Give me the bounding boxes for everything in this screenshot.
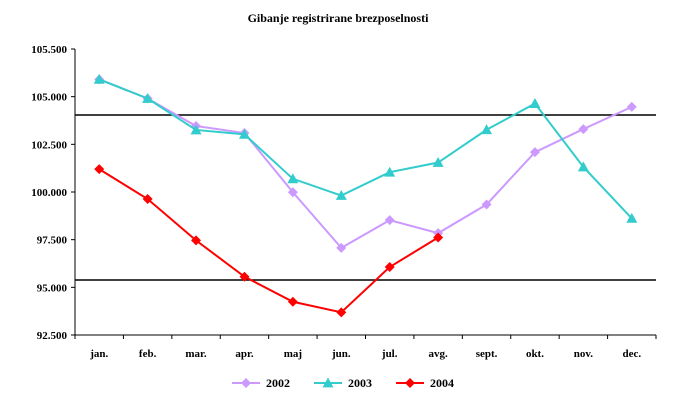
y-axis: 105.500 105.000 102.500 100.000 97.500 95.000… bbox=[31, 44, 76, 342]
legend-marker bbox=[322, 377, 334, 388]
data-point bbox=[191, 235, 202, 246]
data-point bbox=[481, 124, 493, 135]
y-tick-label: 100.000 bbox=[31, 187, 67, 199]
legend-marker bbox=[241, 378, 251, 388]
data-point bbox=[142, 93, 154, 103]
legend-marker bbox=[405, 378, 415, 388]
legend: 2002 2003 2004 bbox=[232, 376, 454, 390]
data-point bbox=[142, 194, 153, 205]
data-point bbox=[578, 124, 589, 135]
chart-title: Gibanje registrirane brezposelnosti bbox=[248, 11, 430, 25]
x-tick-label: okt. bbox=[526, 348, 544, 360]
y-tick-label: 105.500 bbox=[31, 44, 67, 56]
x-axis: jan. feb. mar. apr. maj jun. jul. avg. sept. okt.… bbox=[74, 334, 657, 360]
data-point bbox=[239, 271, 250, 282]
data-point bbox=[433, 232, 444, 243]
x-tick-label: feb. bbox=[139, 348, 157, 360]
data-point bbox=[432, 157, 444, 167]
y-tick-label: 97.500 bbox=[37, 235, 68, 247]
data-point bbox=[287, 296, 298, 307]
data-point bbox=[626, 212, 638, 223]
x-tick-label: jun. bbox=[331, 348, 351, 360]
data-point bbox=[481, 199, 492, 210]
data-point bbox=[577, 161, 589, 172]
x-tick-label: maj bbox=[284, 348, 302, 360]
x-tick-label: jul. bbox=[381, 348, 398, 360]
data-point bbox=[238, 128, 250, 139]
gridlines bbox=[75, 114, 656, 281]
data-point bbox=[190, 124, 202, 135]
data-point bbox=[529, 98, 541, 108]
series-2002 bbox=[94, 74, 637, 253]
data-point bbox=[336, 307, 347, 318]
data-point bbox=[384, 166, 396, 177]
x-tick-label: mar. bbox=[185, 348, 207, 360]
data-point bbox=[287, 173, 299, 184]
x-tick-label: apr. bbox=[235, 348, 253, 360]
y-tick-label: 92.500 bbox=[37, 330, 68, 342]
data-point bbox=[335, 190, 347, 200]
legend-label: 2003 bbox=[348, 376, 372, 390]
legend-label: 2002 bbox=[266, 376, 290, 390]
y-tick-label: 95.000 bbox=[37, 282, 68, 294]
series-group bbox=[93, 73, 638, 318]
x-tick-label: nov. bbox=[574, 348, 594, 360]
data-point bbox=[93, 73, 105, 84]
x-tick-label: avg. bbox=[429, 348, 449, 360]
y-tick-label: 102.500 bbox=[31, 139, 67, 151]
y-tick-label: 105.000 bbox=[31, 92, 67, 104]
legend-item-2003: 2003 bbox=[314, 376, 372, 390]
series-2003 bbox=[93, 73, 638, 223]
data-point bbox=[336, 242, 347, 253]
data-point bbox=[384, 262, 395, 273]
data-point bbox=[626, 101, 637, 112]
data-point bbox=[384, 215, 395, 226]
data-point bbox=[94, 164, 105, 175]
series-line bbox=[98, 168, 439, 314]
data-point bbox=[529, 147, 540, 158]
legend-item-2002: 2002 bbox=[232, 376, 290, 390]
x-tick-label: dec. bbox=[622, 348, 641, 360]
series-2004 bbox=[94, 164, 444, 318]
x-tick-label: jan. bbox=[89, 348, 108, 360]
series-line bbox=[98, 78, 633, 220]
legend-item-2004: 2004 bbox=[396, 376, 454, 390]
data-point bbox=[287, 187, 298, 198]
legend-label: 2004 bbox=[430, 376, 454, 390]
x-tick-label: sept. bbox=[476, 348, 498, 360]
series-line bbox=[98, 78, 633, 250]
